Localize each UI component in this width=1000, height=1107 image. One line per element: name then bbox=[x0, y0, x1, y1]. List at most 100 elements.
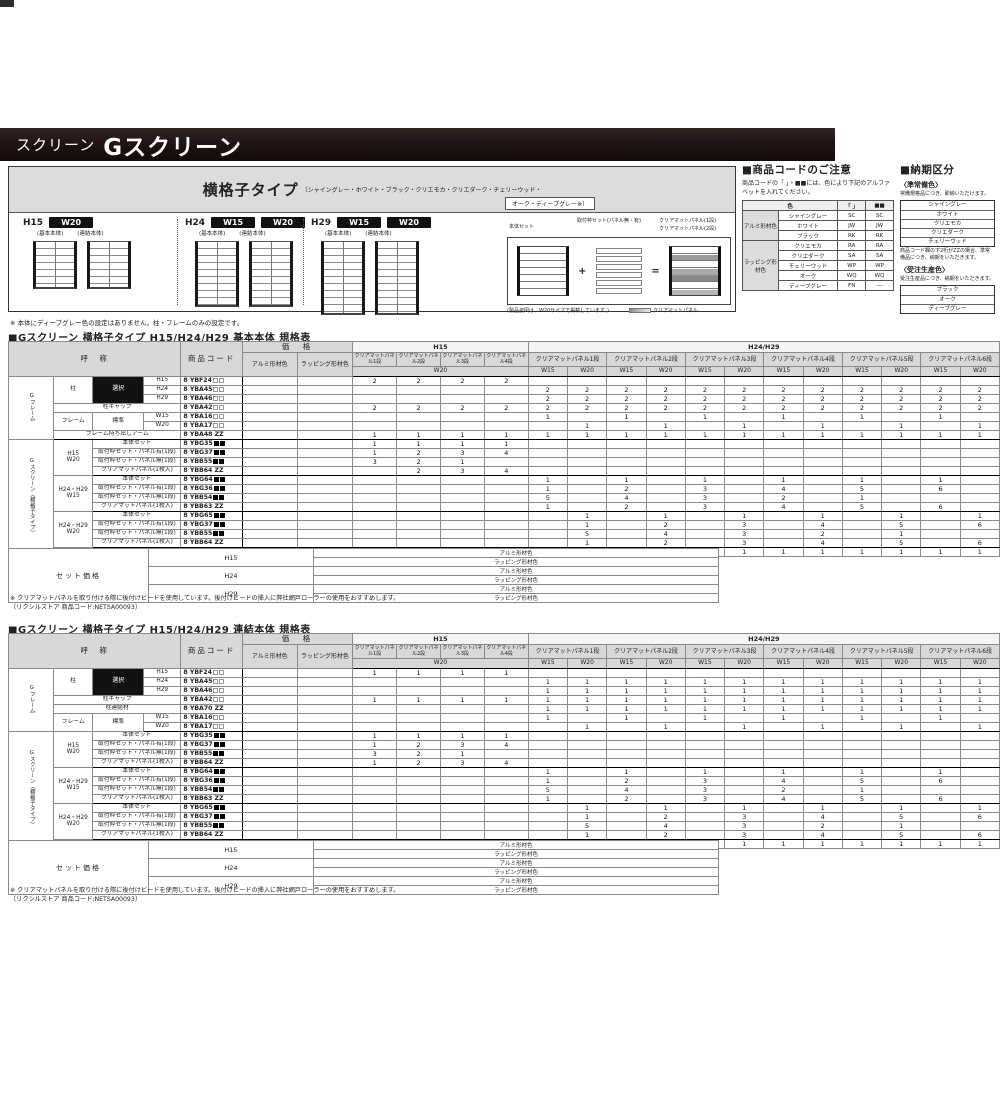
alumi-price-cell bbox=[241, 811, 298, 822]
quantity-cell: 1 bbox=[483, 429, 529, 440]
quantity-cell bbox=[439, 537, 485, 548]
quantity-cell: 1 bbox=[959, 802, 1000, 813]
spec-row: 取付枠セット・パネル有(1段) 8 YBG37 1 2 3 4 5 6 bbox=[9, 519, 1000, 530]
square-code: SA bbox=[865, 250, 894, 261]
row-label: H24・H29 W15 bbox=[52, 474, 94, 512]
quantity-cell bbox=[352, 721, 398, 732]
alumi-price-cell bbox=[241, 492, 298, 503]
panel-column-header: クリアマットパネル1段 bbox=[352, 644, 398, 659]
code-black-box bbox=[213, 512, 219, 518]
quantity-cell bbox=[841, 667, 883, 678]
quantity-cell bbox=[606, 537, 647, 548]
row-label: 取付枠セット・パネル無(1段) bbox=[92, 528, 182, 539]
row-label: H15 bbox=[143, 375, 182, 386]
row-label: W20 bbox=[143, 721, 182, 732]
wrapping-price-cell bbox=[296, 676, 354, 687]
quantity-cell: 1 bbox=[724, 694, 765, 705]
row-label: 本体セット bbox=[92, 802, 182, 813]
quantity-cell bbox=[959, 501, 1000, 512]
product-code: 8 YBA45 bbox=[180, 676, 243, 687]
alumi-price-cell bbox=[241, 829, 298, 840]
quantity-cell: 1 bbox=[645, 510, 686, 521]
spec-header-row2: アルミ形材色 ラッピング形材色 クリアマットパネル1段 クリアマットパネル2段 クリアマ… bbox=[9, 352, 1000, 377]
quantity-cell: 1 bbox=[352, 739, 398, 750]
color-code-row: ディープグレー FN ― bbox=[743, 280, 894, 291]
quantity-cell bbox=[881, 712, 922, 723]
quantity-cell bbox=[684, 820, 726, 831]
quantity-cell bbox=[841, 730, 883, 741]
alumi-price-cell bbox=[241, 721, 298, 732]
quantity-cell: 1 bbox=[763, 703, 804, 714]
quantity-cell bbox=[527, 667, 568, 678]
quantity-cell: 1 bbox=[396, 438, 441, 449]
quantity-cell bbox=[802, 748, 843, 759]
quantity-cell bbox=[684, 465, 726, 476]
quantity-cell bbox=[396, 492, 441, 503]
basic-body-label: (基本本体) bbox=[199, 231, 226, 237]
quantity-cell: 4 bbox=[606, 784, 647, 795]
spec-row: 取付枠セット・パネル無(1段) 8 YBB54 5 4 3 2 1 bbox=[9, 784, 1000, 795]
quantity-cell bbox=[566, 501, 608, 512]
quantity-cell bbox=[483, 456, 529, 467]
quantity-cell: 4 bbox=[645, 820, 686, 831]
quantity-cell bbox=[483, 474, 529, 485]
quantity-cell: 1 bbox=[606, 712, 647, 723]
quantity-cell bbox=[724, 411, 765, 422]
screen-diagrams bbox=[195, 241, 305, 307]
quantity-cell: 3 bbox=[684, 784, 726, 795]
quantity-cell bbox=[396, 676, 441, 687]
quantity-cell: 1 bbox=[566, 829, 608, 840]
quantity-cell bbox=[483, 721, 529, 732]
row-label: 本体セット bbox=[92, 730, 182, 741]
quantity-cell bbox=[439, 483, 485, 494]
set-price-color-label: アルミ形材色 bbox=[313, 584, 719, 594]
quantity-cell: 1 bbox=[802, 703, 843, 714]
product-code: 8 YBG36 bbox=[180, 483, 243, 494]
quantity-cell bbox=[527, 438, 568, 449]
alumi-price-cell bbox=[241, 730, 298, 741]
quantity-cell: 2 bbox=[439, 375, 485, 386]
assembled-screen-diagram bbox=[669, 246, 722, 296]
wrapping-price-cell bbox=[296, 802, 354, 813]
quantity-cell bbox=[763, 537, 804, 548]
product-code: 8 YBB63 ZZ bbox=[180, 501, 243, 512]
quantity-cell: 1 bbox=[959, 703, 1000, 714]
quantity-cell: 2 bbox=[606, 501, 647, 512]
set-price-color-label: ラッピング形材色 bbox=[313, 885, 719, 895]
alumi-price-cell bbox=[241, 793, 298, 804]
wrapping-price-cell bbox=[296, 492, 354, 503]
quantity-cell: 1 bbox=[959, 685, 1000, 696]
quantity-cell bbox=[396, 420, 441, 431]
quantity-cell: 1 bbox=[881, 802, 922, 813]
wrapping-price-cell bbox=[296, 510, 354, 521]
quantity-cell: 2 bbox=[606, 384, 647, 395]
code-blank-box bbox=[213, 395, 219, 401]
quantity-cell bbox=[841, 829, 883, 840]
quantity-cell: 6 bbox=[920, 501, 961, 512]
code-black-box bbox=[213, 741, 219, 747]
quantity-cell: 1 bbox=[841, 411, 883, 422]
quantity-cell: 1 bbox=[566, 519, 608, 530]
quantity-cell: 1 bbox=[352, 447, 398, 458]
quantity-cell bbox=[566, 793, 608, 804]
row-label: 取付枠セット・パネル無(1段) bbox=[92, 784, 182, 795]
quantity-cell bbox=[881, 492, 922, 503]
quantity-cell bbox=[566, 375, 608, 386]
quantity-cell: 1 bbox=[841, 838, 883, 849]
square-code: WQ bbox=[865, 270, 894, 281]
code-black-box bbox=[219, 822, 225, 828]
alumi-price-cell bbox=[241, 739, 298, 750]
wrapping-color-header: ラッピング形材色 bbox=[296, 352, 354, 377]
quantity-cell bbox=[920, 519, 961, 530]
product-code: 8 YBG37 bbox=[180, 739, 243, 750]
width-badge: W15 bbox=[337, 217, 382, 228]
quantity-cell bbox=[396, 528, 441, 539]
quantity-cell: 4 bbox=[483, 739, 529, 750]
bracket-code: JW bbox=[837, 220, 867, 231]
quantity-cell bbox=[396, 829, 441, 840]
quantity-cell bbox=[763, 456, 804, 467]
product-code: 8 YBG65 bbox=[180, 510, 243, 521]
quantity-cell bbox=[881, 501, 922, 512]
quantity-cell: 2 bbox=[352, 402, 398, 413]
wrapping-price-cell bbox=[296, 474, 354, 485]
